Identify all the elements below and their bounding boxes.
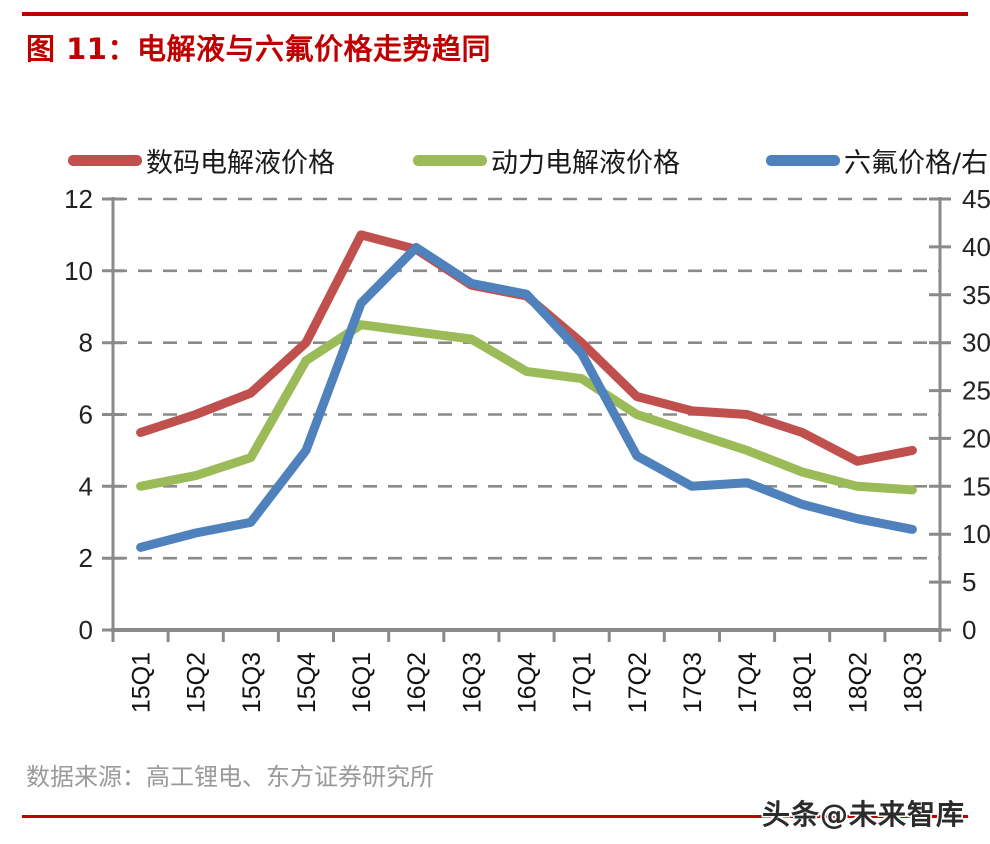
page-title: 图 11：电解液与六氟价格走势趋同 <box>26 32 491 66</box>
legend-item-digital[interactable]: 数码电解液价格 <box>68 141 335 180</box>
category-label: 15Q3 <box>238 652 266 713</box>
left-axis: 0 2 4 6 8 10 12 <box>64 184 124 645</box>
top-rule-divider <box>22 12 968 16</box>
category-label: 17Q2 <box>624 652 652 713</box>
legend-label-lipf6: 六氟价格/右 <box>844 147 989 179</box>
legend-label-power: 动力电解液价格 <box>491 147 680 179</box>
left-axis-tick-label: 12 <box>64 184 93 214</box>
category-label: 15Q2 <box>183 652 211 713</box>
category-label: 16Q2 <box>403 652 431 713</box>
right-axis-tick-label: 40 <box>962 232 990 262</box>
left-axis-tick-label: 8 <box>79 328 93 358</box>
category-label: 17Q3 <box>679 652 707 713</box>
legend-item-lipf6[interactable]: 六氟价格/右 <box>766 141 988 180</box>
right-axis-tick-label: 0 <box>962 615 976 645</box>
series-line-digital <box>136 230 917 466</box>
right-axis-tick-label: 5 <box>962 567 976 597</box>
legend-swatch-lipf6 <box>766 154 840 166</box>
category-label: 18Q1 <box>789 652 817 713</box>
category-label: 15Q4 <box>293 652 321 713</box>
series-line-lipf6 <box>136 243 917 552</box>
category-label: 15Q1 <box>128 652 156 713</box>
left-axis-tick-label: 6 <box>79 400 93 430</box>
right-axis: 0 5 10 15 20 25 30 35 40 45 <box>929 184 990 645</box>
category-label: 16Q1 <box>348 652 376 713</box>
category-label: 16Q3 <box>458 652 486 713</box>
legend-swatch-power <box>413 154 487 166</box>
left-axis-tick-label: 10 <box>64 256 93 286</box>
bottom-axis <box>111 628 942 642</box>
left-axis-tick-label: 4 <box>79 471 93 501</box>
right-axis-tick-label: 35 <box>962 280 990 310</box>
right-axis-tick-label: 30 <box>962 328 990 358</box>
category-label: 17Q1 <box>569 652 597 713</box>
gridlines <box>113 197 940 560</box>
left-axis-tick-label: 0 <box>79 615 93 645</box>
series-line-power <box>136 320 917 495</box>
category-labels: 15Q1 15Q2 15Q3 15Q4 16Q1 16Q2 16Q3 16Q4 17Q1 17Q2… <box>128 652 928 713</box>
category-label: 16Q4 <box>514 652 542 713</box>
right-axis-tick-label: 20 <box>962 423 990 453</box>
right-axis-tick-label: 25 <box>962 376 990 406</box>
data-series-group <box>136 230 917 552</box>
chart-legend: 数码电解液价格 动力电解液价格 六氟价格/右 <box>60 140 988 180</box>
legend-swatch-digital <box>68 154 142 166</box>
category-label: 18Q3 <box>899 652 927 713</box>
left-axis-tick-label: 2 <box>79 543 93 573</box>
legend-label-digital: 数码电解液价格 <box>146 147 335 179</box>
watermark-text: 头条@未来智库 <box>762 798 966 831</box>
right-axis-tick-label: 45 <box>962 184 990 214</box>
legend-item-power[interactable]: 动力电解液价格 <box>413 141 680 180</box>
right-axis-tick-label: 10 <box>962 519 990 549</box>
bottom-rule-divider <box>22 815 968 818</box>
right-axis-tick-label: 15 <box>962 471 990 501</box>
category-label: 17Q4 <box>734 652 762 713</box>
category-label: 18Q2 <box>844 652 872 713</box>
source-note: 数据来源：高工锂电、东方证券研究所 <box>26 763 434 791</box>
